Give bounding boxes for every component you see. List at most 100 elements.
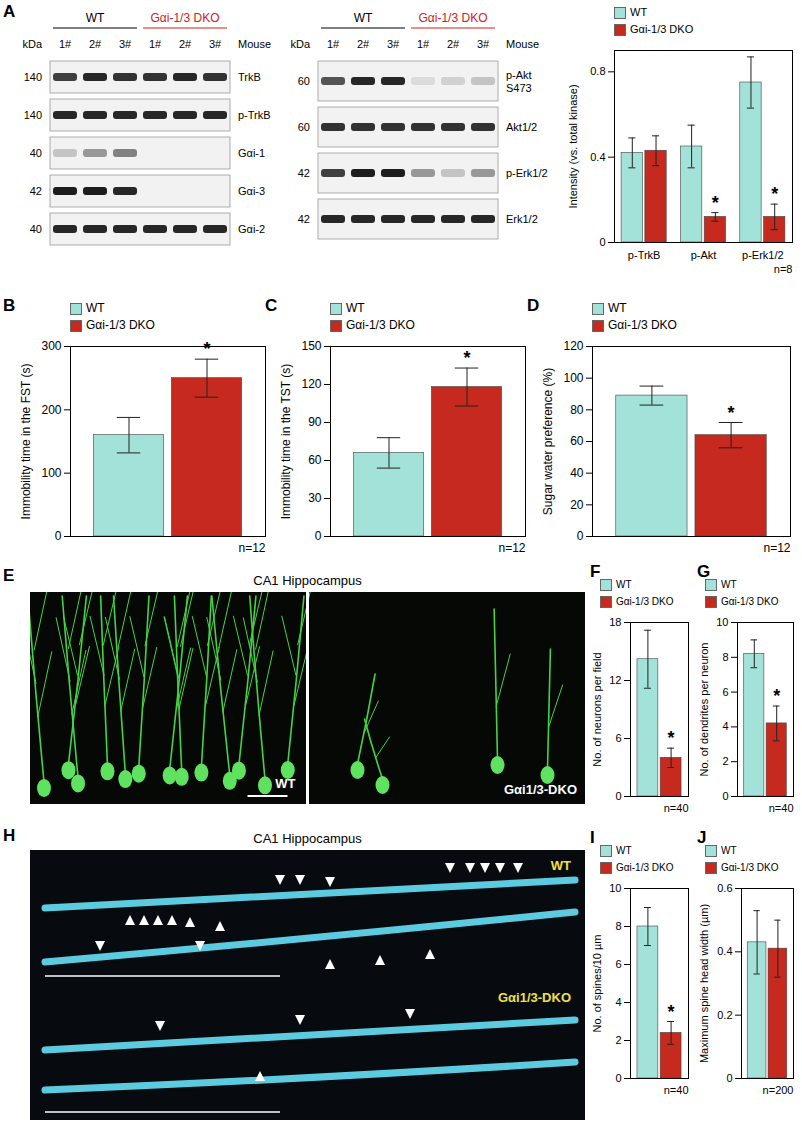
svg-text:60: 60 <box>308 453 322 467</box>
svg-text:p-TrkB: p-TrkB <box>238 109 271 121</box>
svg-text:140: 140 <box>24 71 42 83</box>
svg-text:0: 0 <box>726 1072 732 1084</box>
svg-text:Gαi-1: Gαi-1 <box>238 147 265 159</box>
svg-text:n=200: n=200 <box>763 1084 794 1096</box>
svg-text:300: 300 <box>41 339 61 353</box>
svg-text:0.6: 0.6 <box>717 882 732 894</box>
svg-text:n=40: n=40 <box>664 1084 689 1096</box>
svg-text:0: 0 <box>55 529 62 543</box>
svg-text:Gαi-1/3 DKO: Gαi-1/3 DKO <box>151 11 220 25</box>
svg-text:140: 140 <box>24 109 42 121</box>
svg-text:40: 40 <box>30 223 42 235</box>
svg-text:Maximum spine head width (µm): Maximum spine head width (µm) <box>698 904 710 1063</box>
svg-text:0: 0 <box>722 790 728 802</box>
svg-text:18: 18 <box>609 616 621 628</box>
svg-text:p-Akt: p-Akt <box>506 69 532 81</box>
svg-text:*: * <box>728 403 735 423</box>
svg-text:80: 80 <box>570 403 584 417</box>
svg-text:2#: 2# <box>179 38 192 50</box>
svg-text:Gαi-3: Gαi-3 <box>238 185 265 197</box>
svg-text:kDa: kDa <box>22 38 42 50</box>
svg-text:2: 2 <box>722 755 728 767</box>
svg-text:TrkB: TrkB <box>238 71 261 83</box>
svg-text:Erk1/2: Erk1/2 <box>506 213 538 225</box>
svg-text:3#: 3# <box>119 38 132 50</box>
svg-text:3#: 3# <box>477 38 490 50</box>
svg-text:6: 6 <box>615 732 621 744</box>
svg-text:1#: 1# <box>149 38 162 50</box>
svg-text:100: 100 <box>563 371 583 385</box>
svg-text:10: 10 <box>716 616 728 628</box>
svg-text:n=40: n=40 <box>769 802 794 814</box>
svg-text:No. of dendrites per neuron: No. of dendrites per neuron <box>698 643 710 777</box>
svg-text:S473: S473 <box>506 82 532 94</box>
svg-text:p-TrkB: p-TrkB <box>628 249 661 261</box>
svg-text:*: * <box>203 339 210 359</box>
svg-text:8: 8 <box>722 651 728 663</box>
svg-text:60: 60 <box>298 75 310 87</box>
svg-text:120: 120 <box>563 339 583 353</box>
svg-text:4: 4 <box>722 720 728 732</box>
svg-text:6: 6 <box>722 686 728 698</box>
svg-text:0.2: 0.2 <box>717 1009 732 1021</box>
svg-text:2#: 2# <box>447 38 460 50</box>
svg-text:3#: 3# <box>387 38 400 50</box>
svg-text:20: 20 <box>570 498 584 512</box>
svg-text:n=12: n=12 <box>763 541 790 555</box>
svg-text:p-Akt: p-Akt <box>691 249 717 261</box>
svg-text:10: 10 <box>609 882 621 894</box>
svg-text:0: 0 <box>315 529 322 543</box>
svg-text:12: 12 <box>609 674 621 686</box>
svg-text:Immobility time in the FST (s): Immobility time in the FST (s) <box>19 364 33 520</box>
svg-text:1#: 1# <box>327 38 340 50</box>
svg-text:Gαi-2: Gαi-2 <box>238 223 265 235</box>
svg-text:p-Erk1/2: p-Erk1/2 <box>506 167 548 179</box>
svg-text:6: 6 <box>615 958 621 970</box>
svg-text:Intensity (vs. total kinase): Intensity (vs. total kinase) <box>567 84 579 208</box>
svg-text:200: 200 <box>41 403 61 417</box>
svg-text:60: 60 <box>570 434 584 448</box>
svg-text:*: * <box>668 728 675 748</box>
svg-text:0: 0 <box>615 1072 621 1084</box>
svg-text:p-Erk1/2: p-Erk1/2 <box>742 249 784 261</box>
svg-text:42: 42 <box>30 185 42 197</box>
svg-text:42: 42 <box>298 167 310 179</box>
svg-text:kDa: kDa <box>290 38 310 50</box>
svg-text:0.4: 0.4 <box>590 151 605 163</box>
svg-text:Immobility time in the TST (s): Immobility time in the TST (s) <box>279 364 293 520</box>
svg-text:1#: 1# <box>417 38 430 50</box>
svg-text:n=12: n=12 <box>498 541 525 555</box>
svg-text:0: 0 <box>599 236 605 248</box>
svg-text:1#: 1# <box>59 38 72 50</box>
svg-text:60: 60 <box>298 121 310 133</box>
svg-text:42: 42 <box>298 213 310 225</box>
svg-text:4: 4 <box>615 996 621 1008</box>
svg-text:*: * <box>668 1002 675 1022</box>
svg-text:0.8: 0.8 <box>590 65 605 77</box>
svg-text:120: 120 <box>301 377 321 391</box>
svg-text:WT: WT <box>354 11 373 25</box>
svg-text:0: 0 <box>615 790 621 802</box>
svg-text:30: 30 <box>308 491 322 505</box>
svg-text:Gαi1/3-DKO: Gαi1/3-DKO <box>504 782 577 797</box>
svg-text:n=12: n=12 <box>238 541 265 555</box>
svg-text:Mouse: Mouse <box>238 38 271 50</box>
svg-text:90: 90 <box>308 415 322 429</box>
svg-text:Mouse: Mouse <box>506 38 539 50</box>
svg-text:8: 8 <box>615 920 621 932</box>
svg-text:40: 40 <box>570 466 584 480</box>
svg-text:Sugar water preference (%): Sugar water preference (%) <box>541 368 555 515</box>
svg-text:Gαi-1/3 DKO: Gαi-1/3 DKO <box>419 11 488 25</box>
svg-text:2#: 2# <box>89 38 102 50</box>
svg-text:*: * <box>771 184 778 204</box>
svg-text:100: 100 <box>41 466 61 480</box>
svg-text:3#: 3# <box>209 38 222 50</box>
svg-text:WT: WT <box>551 858 571 873</box>
svg-text:No. of neurons per field: No. of neurons per field <box>591 652 603 766</box>
svg-text:0.4: 0.4 <box>717 945 732 957</box>
svg-text:No. of spines/10 µm: No. of spines/10 µm <box>591 934 603 1032</box>
svg-text:150: 150 <box>301 339 321 353</box>
svg-text:*: * <box>773 686 780 706</box>
svg-text:n=40: n=40 <box>664 802 689 814</box>
svg-text:WT: WT <box>86 11 105 25</box>
